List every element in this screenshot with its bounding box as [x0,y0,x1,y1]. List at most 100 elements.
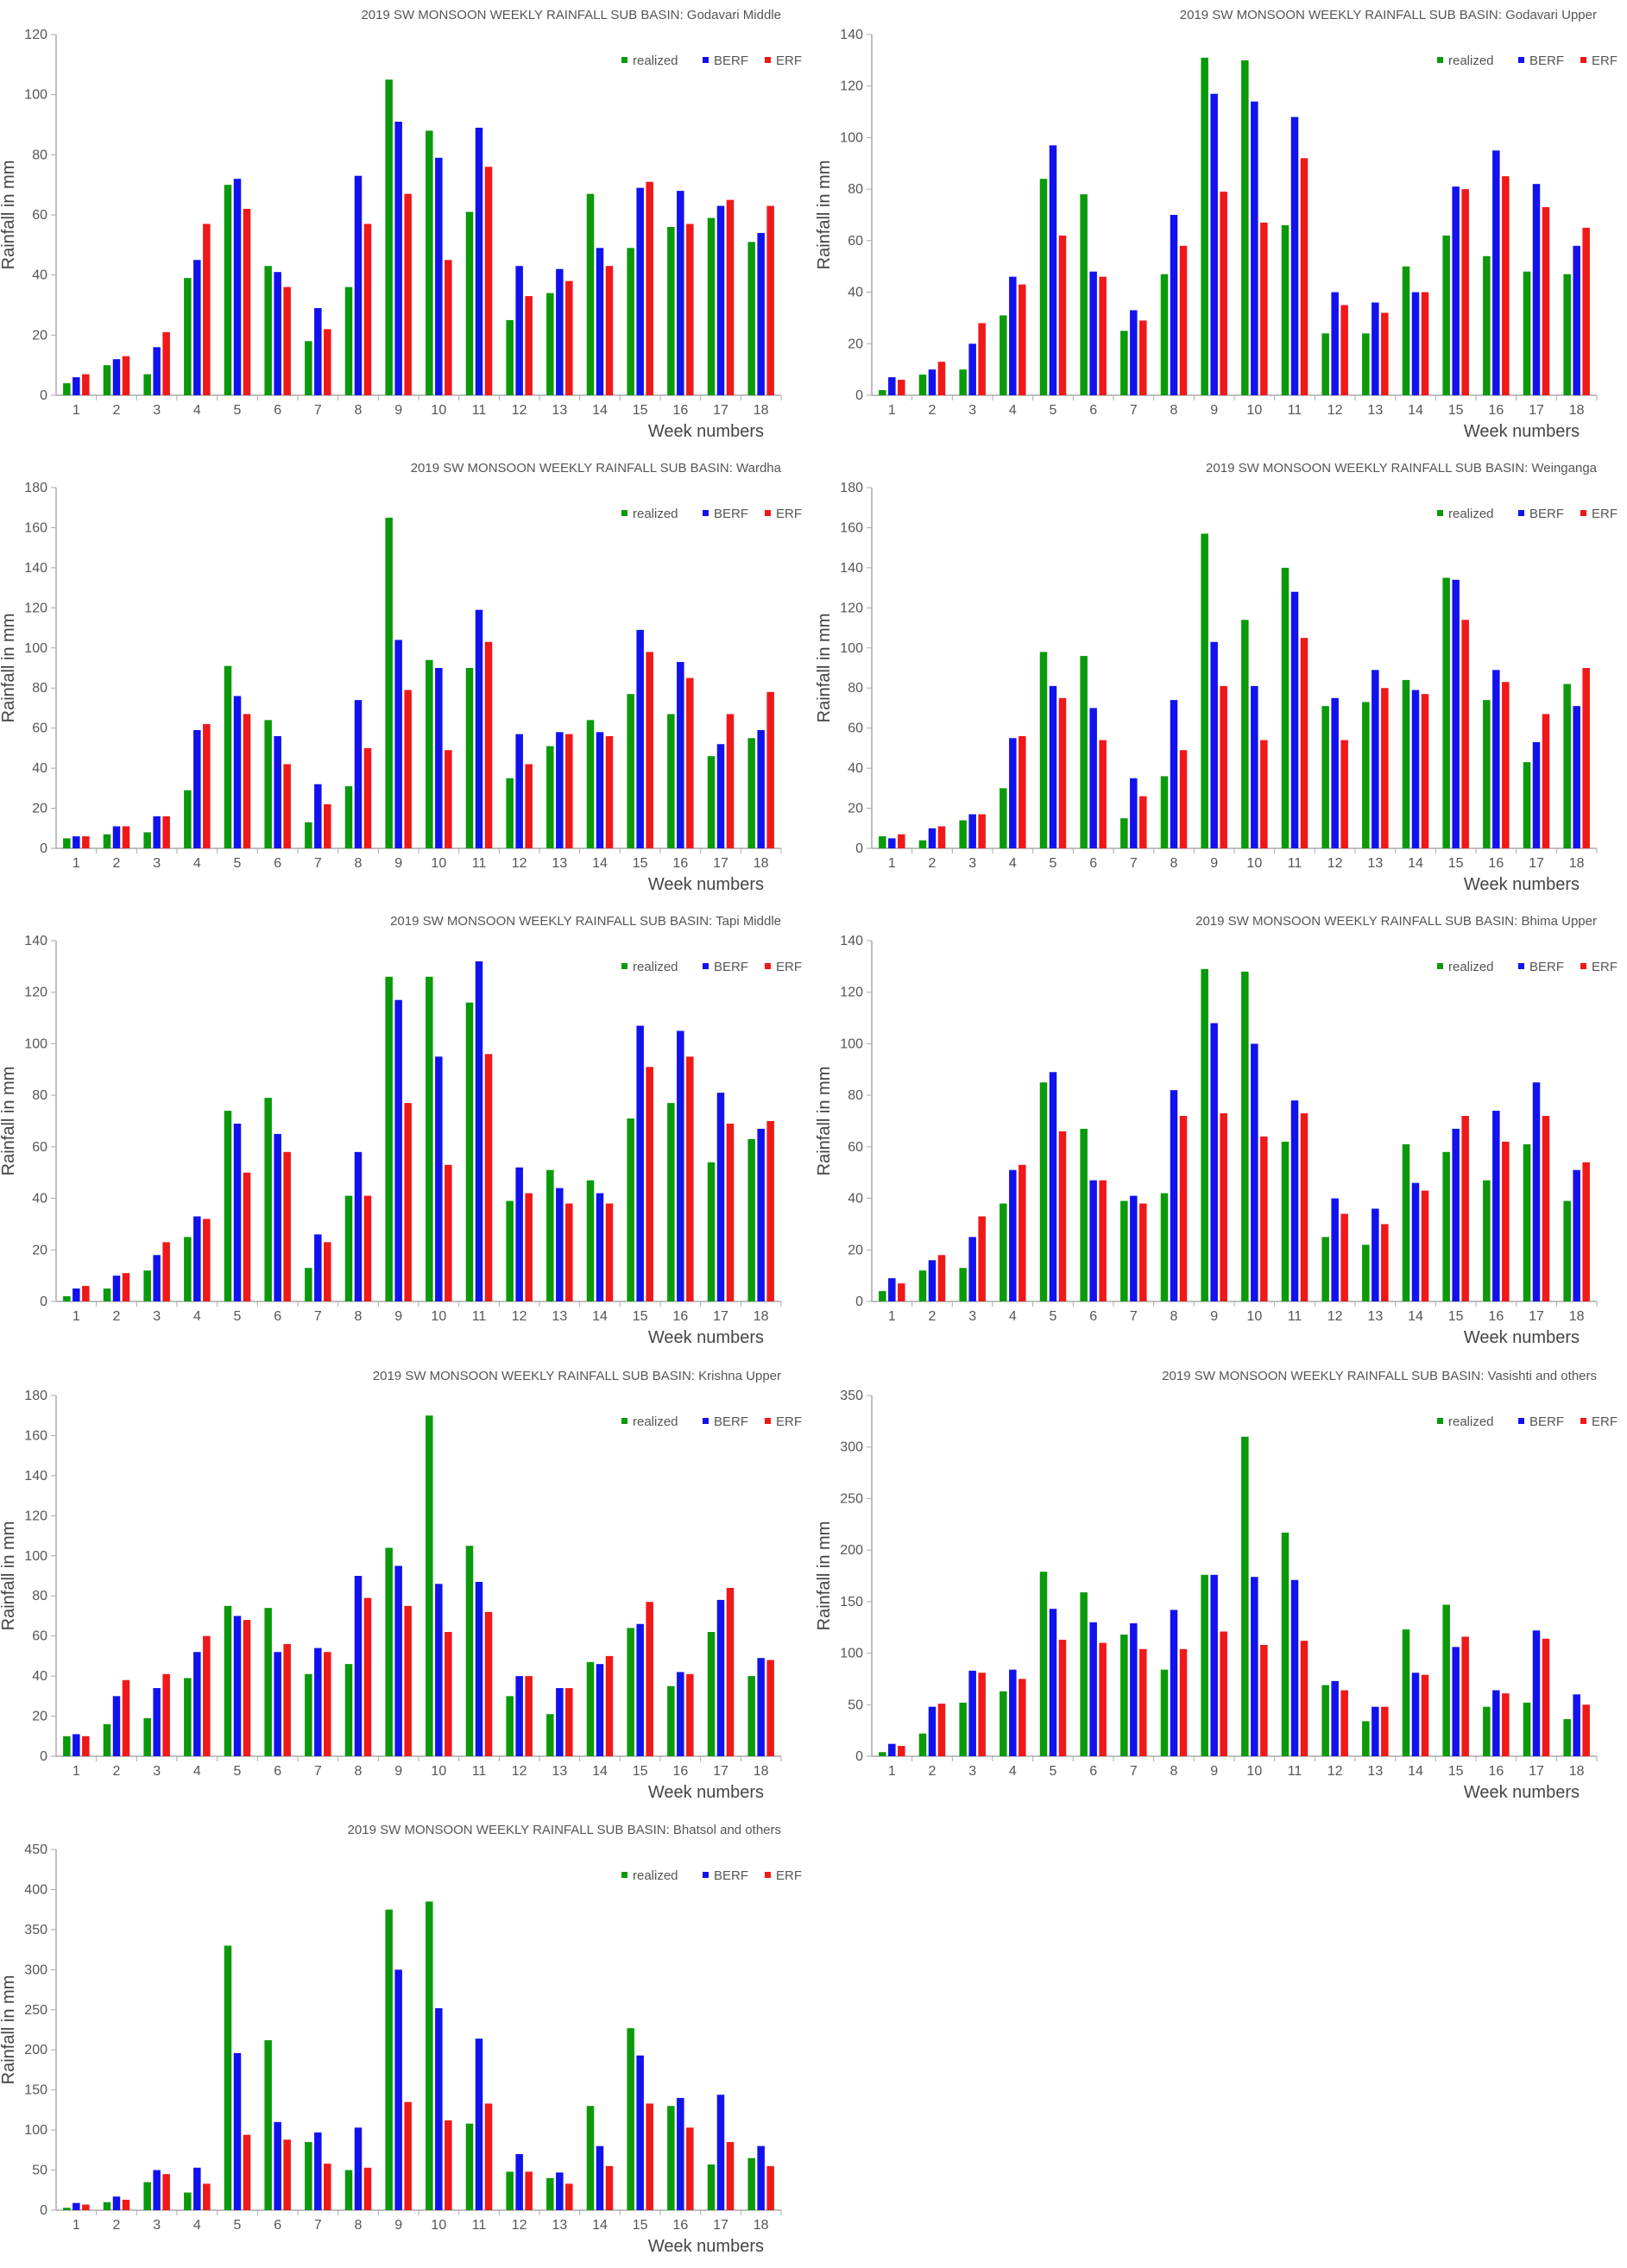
bar-realized-week-7 [305,822,312,848]
bar-erf-week-2 [937,1704,946,1756]
bar-berf-week-14 [596,2145,604,2210]
bar-berf-week-6 [274,1652,281,1756]
bar-berf-week-10 [435,1056,443,1301]
bar-realized-week-5 [1039,179,1048,395]
x-tick-label: 9 [394,403,402,418]
bar-berf-week-13 [1372,670,1379,848]
x-axis-title: Week numbers [1464,1783,1580,1802]
bar-berf-week-12 [515,1167,523,1301]
bar-erf-week-15 [646,652,653,848]
y-tick-label: 300 [24,1962,47,1977]
bar-realized-week-15 [1442,1604,1450,1756]
bar-erf-week-13 [1381,1224,1389,1301]
legend-label-erf: ERF [1592,54,1618,68]
bar-erf-week-14 [605,735,614,848]
chart-title: 2019 SW MONSOON WEEKLY RAINFALL SUB BASI… [411,461,782,476]
bar-realized-week-13 [546,293,554,395]
bar-erf-week-13 [565,1203,573,1301]
bar-erf-week-13 [565,734,573,848]
bar-realized-week-1 [63,1736,71,1756]
bar-erf-week-12 [525,1676,533,1756]
bar-erf-week-4 [203,2183,211,2210]
x-tick-label: 7 [314,403,322,418]
chart-title: 2019 SW MONSOON WEEKLY RAINFALL SUB BASI… [1162,1369,1597,1383]
bar-berf-week-3 [153,1255,161,1301]
bar-berf-week-7 [1130,778,1138,848]
x-tick-label: 14 [592,403,608,418]
bar-berf-week-2 [928,369,936,395]
bar-erf-week-5 [243,2134,251,2210]
x-tick-label: 16 [672,1764,688,1779]
bar-realized-week-6 [1080,656,1088,848]
bar-berf-week-2 [112,1696,121,1756]
x-tick-label: 10 [1246,856,1262,871]
bar-erf-week-1 [898,1283,905,1301]
x-tick-label: 7 [314,1764,322,1779]
x-tick-label: 2 [113,403,121,418]
bar-realized-week-7 [1120,1200,1128,1301]
bar-berf-week-12 [1331,292,1339,395]
bar-berf-week-6 [274,2121,281,2210]
y-tick-label: 140 [840,28,863,42]
x-tick-label: 2 [113,2218,121,2233]
x-tick-label: 14 [1408,1309,1423,1324]
bar-erf-week-10 [1260,1136,1268,1301]
x-tick-label: 12 [512,856,527,871]
bar-berf-week-3 [153,2170,161,2210]
bar-erf-week-9 [404,2101,412,2210]
bar-erf-week-17 [1542,714,1550,848]
bar-erf-week-12 [525,296,533,395]
y-tick-label: 120 [840,79,863,94]
y-tick-label: 20 [848,337,863,351]
bar-berf-week-3 [153,816,161,848]
bar-berf-week-1 [888,377,896,395]
bar-realized-week-7 [305,1268,312,1301]
x-tick-label: 7 [1130,1309,1138,1324]
bar-erf-week-14 [605,1655,614,1756]
bar-berf-week-5 [233,1123,242,1301]
bar-realized-week-15 [627,248,634,395]
bar-berf-week-15 [636,1025,644,1301]
legend-swatch-erf [765,510,771,516]
x-tick-label: 16 [672,403,688,418]
bar-erf-week-16 [1502,1141,1510,1301]
bar-erf-week-18 [1582,1162,1590,1301]
bar-berf-week-7 [1130,1195,1138,1301]
bar-berf-week-11 [475,2038,483,2210]
x-tick-label: 16 [672,856,688,871]
legend-label-berf: BERF [1529,960,1564,974]
bar-berf-week-14 [596,248,604,395]
bar-berf-week-4 [1009,276,1017,395]
bar-berf-week-6 [274,272,281,395]
x-tick-label: 13 [552,2218,567,2233]
bar-berf-week-2 [928,1706,936,1756]
bar-berf-week-15 [1452,1647,1460,1756]
bar-erf-week-17 [726,1587,735,1756]
x-tick-label: 12 [512,2218,527,2233]
bar-erf-week-2 [122,2199,130,2210]
y-tick-label: 120 [24,28,47,42]
bar-berf-week-7 [314,1234,322,1301]
x-tick-label: 16 [672,2218,688,2233]
bar-realized-week-4 [184,278,192,395]
x-tick-label: 8 [1170,856,1178,871]
legend-swatch-erf [765,57,771,63]
y-axis-title: Rainfall in mm [0,1521,18,1631]
y-tick-label: 140 [24,561,47,576]
y-tick-label: 60 [32,721,47,736]
bar-erf-week-5 [1058,1640,1067,1756]
bar-erf-week-3 [978,814,986,848]
bar-erf-week-9 [1220,685,1227,848]
bar-erf-week-11 [484,1611,493,1756]
chart-panel-bhima-upper: 2019 SW MONSOON WEEKLY RAINFALL SUB BASI… [815,906,1627,1359]
x-tick-label: 11 [1288,856,1302,871]
bar-erf-week-2 [122,826,130,848]
x-tick-label: 2 [929,856,936,871]
bar-berf-week-6 [274,735,281,848]
x-tick-label: 3 [968,1764,976,1779]
x-tick-label: 3 [153,403,161,418]
y-tick-label: 120 [24,1509,47,1523]
bar-berf-week-8 [1170,1610,1178,1756]
bar-erf-week-15 [1461,1116,1469,1301]
bar-realized-week-18 [747,242,755,395]
